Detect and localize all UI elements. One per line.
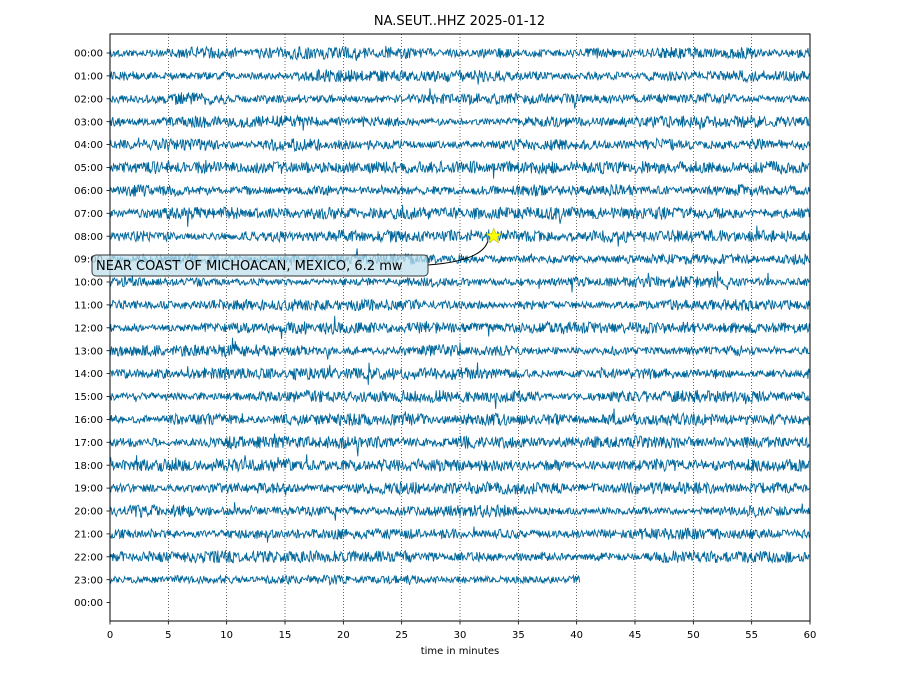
y-tick-label-16: 16:00 (74, 415, 103, 426)
y-tick-label-23: 23:00 (74, 575, 103, 586)
y-tick-label-13: 13:00 (74, 346, 103, 357)
trace-line-hour-19 (109, 480, 810, 497)
trace-line-hour-5 (109, 159, 810, 179)
trace-line-hour-12 (109, 315, 810, 339)
trace-line-hour-0 (109, 45, 810, 61)
event-star-marker (485, 227, 503, 244)
y-tick-label-21: 21:00 (74, 530, 103, 541)
y-tick-label-6: 06:00 (74, 186, 103, 197)
trace-line-hour-17 (109, 433, 810, 457)
annotation-label: NEAR COAST OF MICHOACAN, MEXICO, 6.2 mw (96, 259, 403, 274)
y-tick-label-14: 14:00 (74, 369, 103, 380)
x-tick-label-55: 55 (745, 630, 758, 641)
x-tick-label-10: 10 (220, 630, 233, 641)
x-axis-label: time in minutes (421, 646, 500, 657)
y-tick-label-24: 00:00 (74, 598, 103, 609)
y-tick-label-20: 20:00 (74, 507, 103, 518)
grid-lines (168, 34, 752, 621)
trace-line-hour-14 (109, 362, 810, 385)
y-tick-label-12: 12:00 (74, 323, 103, 334)
y-tick-label-11: 11:00 (74, 301, 103, 312)
trace-line-hour-22 (109, 549, 810, 564)
trace-line-hour-15 (109, 389, 810, 409)
x-axis-ticks: 0 5 10 15 20 25 30 35 40 45 50 55 60 (107, 621, 817, 641)
annotation-box (91, 254, 429, 277)
y-tick-label-7: 07:00 (74, 209, 103, 220)
y-tick-label-2: 02:00 (74, 94, 103, 105)
trace-line-hour-2 (109, 88, 810, 109)
y-tick-label-4: 04:00 (74, 140, 103, 151)
y-tick-label-3: 03:00 (74, 117, 103, 128)
x-tick-label-0: 0 (107, 630, 113, 641)
x-tick-label-60: 60 (804, 630, 817, 641)
trace-line-hour-21 (109, 526, 810, 543)
y-tick-label-15: 15:00 (74, 392, 103, 403)
x-tick-label-40: 40 (570, 630, 583, 641)
trace-line-hour-4 (109, 137, 810, 153)
x-tick-label-45: 45 (629, 630, 642, 641)
trace-lines (109, 45, 810, 586)
y-tick-label-1: 01:00 (74, 72, 103, 83)
y-tick-label-19: 19:00 (74, 484, 103, 495)
annotation-arrow (427, 241, 489, 266)
y-tick-label-0: 00:00 (74, 49, 103, 60)
event-annotation: NEAR COAST OF MICHOACAN, MEXICO, 6.2 mw (91, 227, 503, 277)
x-tick-label-20: 20 (337, 630, 350, 641)
y-tick-label-8: 08:00 (74, 232, 103, 243)
x-tick-label-30: 30 (454, 630, 467, 641)
x-tick-label-50: 50 (687, 630, 700, 641)
trace-line-hour-11 (109, 298, 810, 312)
y-tick-label-22: 22:00 (74, 552, 103, 563)
trace-line-hour-8 (109, 225, 810, 247)
trace-line-hour-3 (109, 114, 810, 131)
x-tick-label-15: 15 (279, 630, 292, 641)
y-axis-ticks: 00:00 01:00 02:00 03:00 04:00 05:00 06:00 07:00… (74, 49, 110, 609)
trace-line-hour-6 (109, 183, 810, 198)
x-tick-label-5: 5 (165, 630, 171, 641)
trace-line-hour-18 (109, 454, 810, 473)
trace-line-hour-1 (109, 68, 810, 85)
trace-line-hour-7 (109, 204, 810, 227)
trace-line-hour-20 (109, 502, 810, 521)
y-tick-label-9: 09:00 (74, 255, 103, 266)
y-tick-label-18: 18:00 (74, 461, 103, 472)
y-tick-label-17: 17:00 (74, 438, 103, 449)
y-tick-label-10: 10:00 (74, 278, 103, 289)
trace-line-hour-13 (109, 337, 810, 360)
x-tick-label-25: 25 (395, 630, 408, 641)
chart-title: NA.SEUT..HHZ 2025-01-12 (374, 14, 545, 29)
trace-line-hour-16 (109, 408, 810, 427)
y-tick-label-5: 05:00 (74, 163, 103, 174)
trace-line-hour-10 (109, 270, 810, 293)
x-tick-label-35: 35 (512, 630, 525, 641)
trace-line-hour-23 (109, 573, 581, 586)
